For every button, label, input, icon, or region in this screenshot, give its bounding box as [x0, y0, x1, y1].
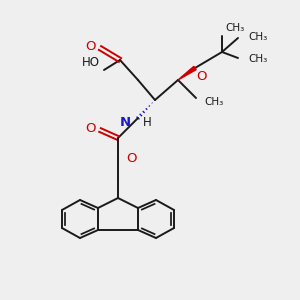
Text: HO: HO [82, 56, 100, 68]
Polygon shape [178, 66, 196, 80]
Text: O: O [196, 70, 206, 83]
Text: CH₃: CH₃ [248, 32, 267, 42]
Text: CH₃: CH₃ [248, 54, 267, 64]
Text: H: H [143, 116, 152, 128]
Text: CH₃: CH₃ [204, 97, 223, 107]
Text: O: O [85, 122, 96, 134]
Text: O: O [85, 40, 96, 52]
Text: O: O [126, 152, 136, 166]
Text: N: N [120, 116, 131, 128]
Text: CH₃: CH₃ [225, 23, 244, 33]
